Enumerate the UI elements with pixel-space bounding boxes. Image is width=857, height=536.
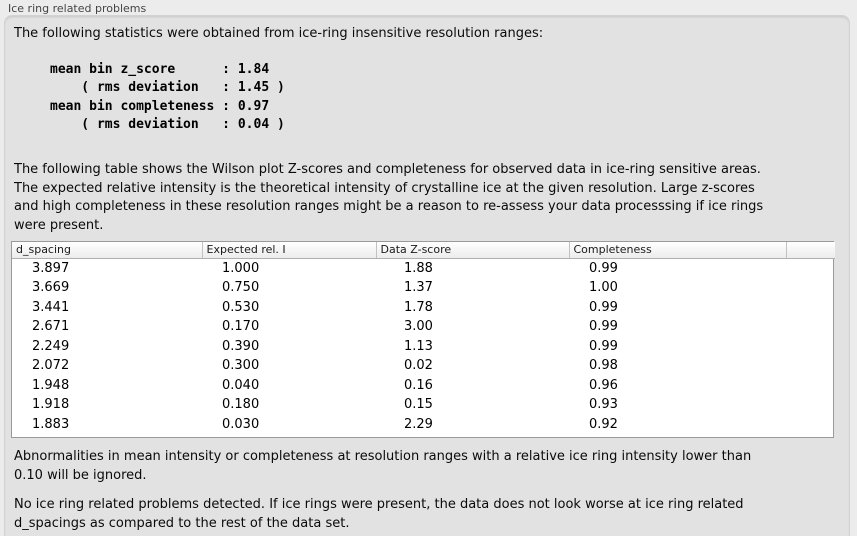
table-cell [786,415,835,435]
table-cell: 1.00 [589,280,618,295]
table-row[interactable]: 1.918 0.180 0.15 0.93 [12,395,835,415]
table-cell [786,258,835,278]
column-header-blank[interactable] [786,242,835,259]
column-header-data-z-score[interactable]: Data Z-score [376,242,570,259]
intro-text: The following statistics were obtained f… [14,26,544,41]
table-cell [786,317,835,337]
table-cell: 0.300 [222,358,260,373]
table-cell: 0.92 [589,416,618,432]
table-cell [786,337,835,357]
column-header-completeness[interactable]: Completeness [569,242,787,259]
table-cell [786,298,835,318]
table-cell: 0.02 [404,358,433,373]
column-header-expected-rel-i[interactable]: Expected rel. I [202,242,377,259]
table-cell: 3.00 [404,319,433,334]
table-cell: 0.16 [404,377,433,393]
table-cell [786,356,835,376]
table-description-text: The following table shows the Wilson plo… [14,162,764,233]
table-row[interactable]: 3.897 1.000 1.88 0.99 [12,258,835,278]
table-row[interactable]: 2.671 0.170 3.00 0.99 [12,317,835,337]
table-cell: 0.170 [222,319,260,334]
table-cell: 0.040 [222,377,260,393]
table-cell: 0.99 [589,260,618,276]
table-row[interactable]: 3.441 0.530 1.78 0.99 [12,298,835,318]
table-cell: 0.99 [589,338,618,354]
table-row[interactable]: 2.249 0.390 1.13 0.99 [12,337,835,357]
table-cell: 0.98 [589,358,618,373]
table-cell [786,395,835,415]
table-cell: 0.99 [589,319,618,334]
ice-ring-table[interactable]: d_spacing Expected rel. I Data Z-score Comp… [11,241,835,438]
stats-block: mean bin z_score : 1.84 ( rms deviation … [50,62,285,133]
table-cell [786,376,835,396]
table-cell: 1.78 [404,299,433,315]
group-box-panel: The following statistics were obtained f… [4,15,850,536]
table-cell: 0.93 [589,397,618,412]
table-cell: 0.15 [404,397,433,412]
table-row[interactable]: 2.072 0.300 0.02 0.98 [12,356,835,376]
table-cell: 0.750 [222,280,260,295]
table-cell: 2.671 [32,319,70,334]
conclusion-text: No ice ring related problems detected. I… [14,497,744,531]
table-cell: 1.88 [404,260,433,276]
table-cell: 0.030 [222,416,260,432]
table-cell: 0.96 [589,377,618,393]
table-cell: 1.000 [222,260,260,276]
table-cell [786,278,835,298]
table-cell: 1.948 [32,377,70,393]
table-cell: 0.99 [589,299,618,315]
table-body: 3.897 1.000 1.88 0.99 3.669 0.750 1.37 1.00 3.44… [12,258,835,434]
table-cell: 0.390 [222,338,260,354]
table-cell: 1.883 [32,416,70,432]
table-cell: 0.180 [222,397,260,412]
table-cell: 3.441 [32,299,70,315]
table-cell: 1.13 [404,338,433,354]
table-header-row: d_spacing Expected rel. I Data Z-score Comp… [12,242,835,259]
table-cell: 0.530 [222,299,260,315]
table-row[interactable]: 1.948 0.040 0.16 0.96 [12,376,835,396]
table-cell: 3.669 [32,280,70,295]
table-cell: 2.249 [32,338,70,354]
table-cell: 2.29 [404,416,433,432]
column-header-d-spacing[interactable]: d_spacing [12,242,203,259]
table-cell: 2.072 [32,358,70,373]
ignore-note-text: Abnormalities in mean intensity or compl… [14,449,752,483]
table-cell: 1.37 [404,280,433,295]
table-row[interactable]: 3.669 0.750 1.37 1.00 [12,278,835,298]
group-box-title: Ice ring related problems [8,2,147,15]
table-cell: 1.918 [32,397,70,412]
table-cell: 3.897 [32,260,70,276]
ice-ring-data-table: d_spacing Expected rel. I Data Z-score Comp… [12,242,835,434]
table-row[interactable]: 1.883 0.030 2.29 0.92 [12,415,835,435]
